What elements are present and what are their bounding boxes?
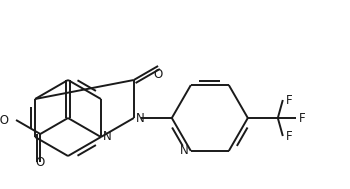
Text: N: N <box>136 112 145 125</box>
Text: N: N <box>103 130 112 143</box>
Text: F: F <box>286 94 293 106</box>
Text: O: O <box>153 68 163 81</box>
Text: O: O <box>36 156 45 169</box>
Text: F: F <box>299 112 306 125</box>
Text: HO: HO <box>0 114 10 126</box>
Text: N: N <box>180 144 189 157</box>
Text: F: F <box>286 129 293 143</box>
